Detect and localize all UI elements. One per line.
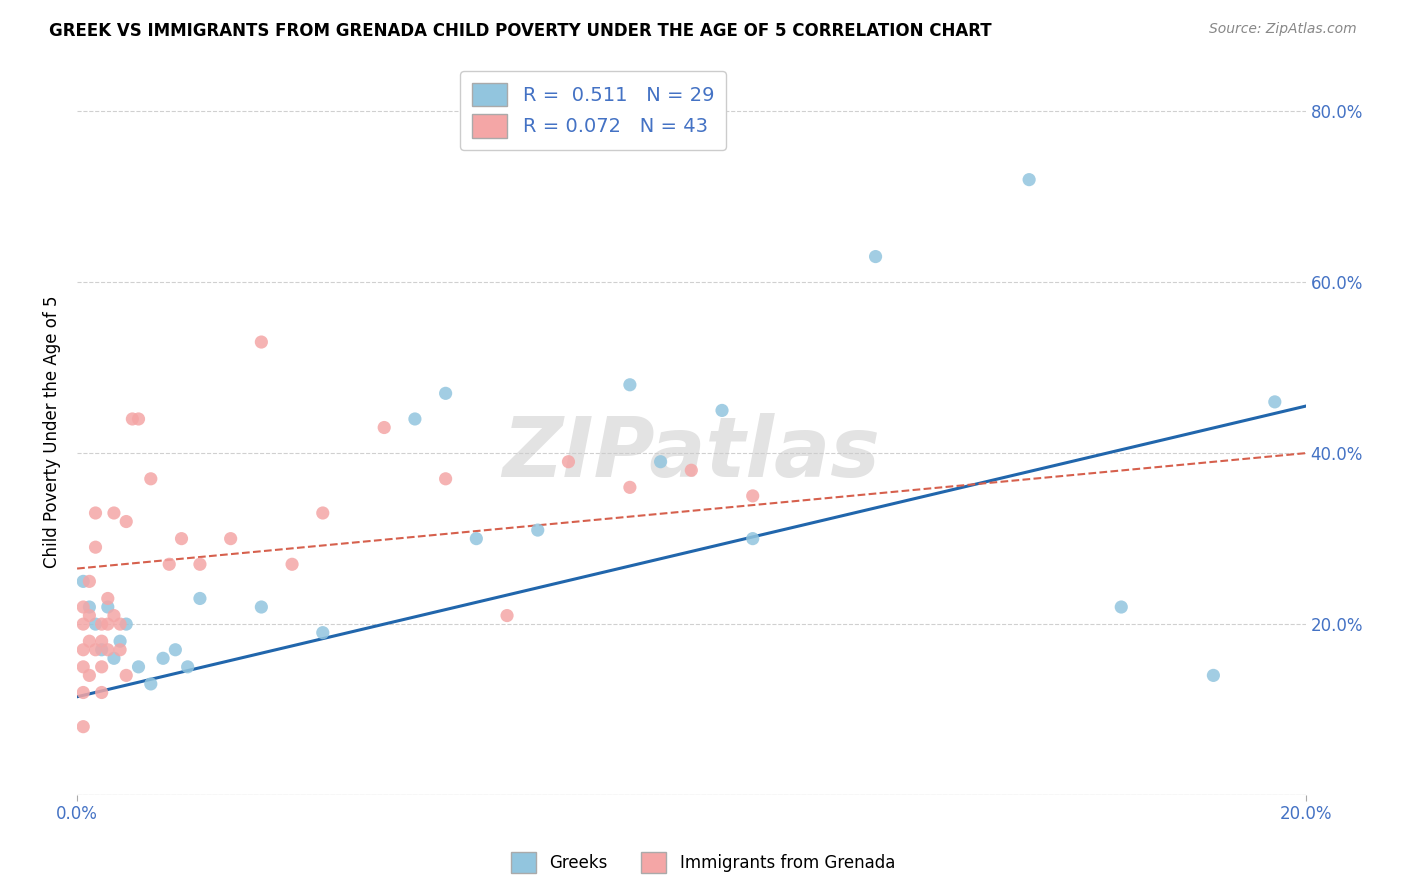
Point bbox=[434, 386, 457, 401]
Point bbox=[312, 625, 335, 640]
Point bbox=[115, 617, 138, 632]
Point bbox=[115, 515, 138, 529]
Point bbox=[373, 420, 395, 434]
Point bbox=[1264, 395, 1286, 409]
Point bbox=[103, 608, 125, 623]
Point bbox=[250, 600, 273, 615]
Point bbox=[79, 608, 101, 623]
Point bbox=[90, 634, 112, 648]
Point bbox=[152, 651, 174, 665]
Point bbox=[165, 642, 187, 657]
Point bbox=[72, 642, 94, 657]
Text: GREEK VS IMMIGRANTS FROM GRENADA CHILD POVERTY UNDER THE AGE OF 5 CORRELATION CH: GREEK VS IMMIGRANTS FROM GRENADA CHILD P… bbox=[49, 22, 991, 40]
Point bbox=[90, 685, 112, 699]
Point bbox=[97, 591, 120, 606]
Point bbox=[72, 685, 94, 699]
Point bbox=[250, 334, 273, 349]
Point bbox=[1202, 668, 1225, 682]
Point bbox=[128, 412, 150, 426]
Point bbox=[90, 617, 112, 632]
Point bbox=[84, 540, 107, 554]
Point bbox=[312, 506, 335, 520]
Point bbox=[170, 532, 193, 546]
Point bbox=[465, 532, 488, 546]
Point bbox=[188, 591, 211, 606]
Point bbox=[97, 600, 120, 615]
Point bbox=[84, 506, 107, 520]
Point bbox=[681, 463, 703, 477]
Point bbox=[72, 600, 94, 615]
Text: Source: ZipAtlas.com: Source: ZipAtlas.com bbox=[1209, 22, 1357, 37]
Point bbox=[139, 677, 162, 691]
Point bbox=[79, 668, 101, 682]
Point bbox=[79, 600, 101, 615]
Point bbox=[188, 558, 211, 572]
Point bbox=[121, 412, 143, 426]
Point bbox=[526, 523, 548, 537]
Point bbox=[108, 642, 131, 657]
Point bbox=[90, 660, 112, 674]
Point bbox=[84, 617, 107, 632]
Point bbox=[404, 412, 426, 426]
Point bbox=[434, 472, 457, 486]
Point bbox=[1109, 600, 1132, 615]
Point bbox=[84, 642, 107, 657]
Point bbox=[1018, 172, 1040, 186]
Point bbox=[219, 532, 242, 546]
Point bbox=[103, 506, 125, 520]
Point bbox=[557, 455, 579, 469]
Point bbox=[103, 651, 125, 665]
Point bbox=[72, 574, 94, 589]
Point bbox=[619, 377, 641, 392]
Point bbox=[97, 617, 120, 632]
Point bbox=[650, 455, 672, 469]
Point bbox=[108, 634, 131, 648]
Point bbox=[496, 608, 519, 623]
Y-axis label: Child Poverty Under the Age of 5: Child Poverty Under the Age of 5 bbox=[44, 295, 60, 568]
Legend: Greeks, Immigrants from Grenada: Greeks, Immigrants from Grenada bbox=[505, 846, 901, 880]
Point bbox=[139, 472, 162, 486]
Point bbox=[157, 558, 180, 572]
Legend: R =  0.511   N = 29, R = 0.072   N = 43: R = 0.511 N = 29, R = 0.072 N = 43 bbox=[460, 71, 725, 150]
Point bbox=[72, 617, 94, 632]
Point bbox=[281, 558, 304, 572]
Point bbox=[72, 660, 94, 674]
Point bbox=[128, 660, 150, 674]
Point bbox=[97, 642, 120, 657]
Point bbox=[115, 668, 138, 682]
Text: ZIPatlas: ZIPatlas bbox=[502, 413, 880, 494]
Point bbox=[741, 532, 763, 546]
Point bbox=[79, 634, 101, 648]
Point bbox=[108, 617, 131, 632]
Point bbox=[711, 403, 734, 417]
Point bbox=[741, 489, 763, 503]
Point bbox=[72, 720, 94, 734]
Point bbox=[90, 642, 112, 657]
Point bbox=[176, 660, 198, 674]
Point bbox=[619, 480, 641, 494]
Point bbox=[79, 574, 101, 589]
Point bbox=[865, 250, 887, 264]
